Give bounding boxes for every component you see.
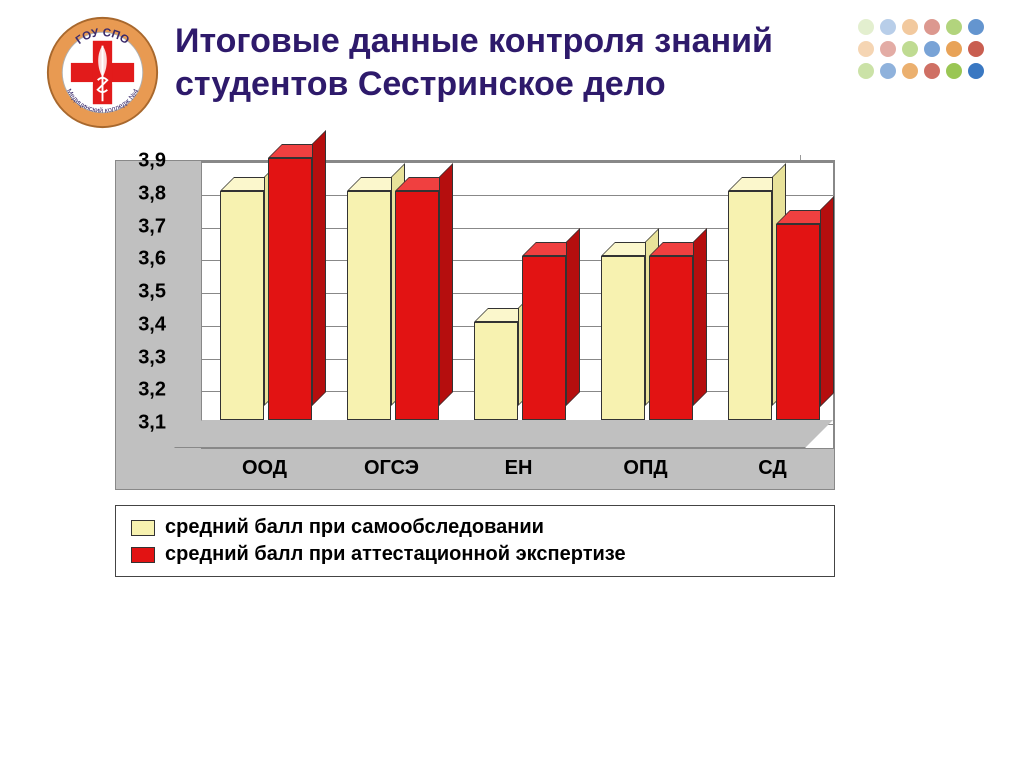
bar bbox=[268, 158, 312, 420]
x-tick-label: ООД bbox=[242, 457, 287, 480]
bar bbox=[220, 191, 264, 420]
y-tick-label: 3,2 bbox=[138, 379, 166, 402]
legend-swatch bbox=[131, 547, 155, 563]
plot-floor bbox=[174, 420, 833, 448]
bar bbox=[395, 191, 439, 420]
corner-dots-decoration bbox=[854, 15, 1014, 105]
legend-label: средний балл при самообследовании bbox=[165, 516, 544, 539]
legend-label: средний балл при аттестационной эксперти… bbox=[165, 543, 626, 566]
plot-area bbox=[201, 161, 834, 449]
bar bbox=[649, 256, 693, 420]
legend-swatch bbox=[131, 520, 155, 536]
y-tick-label: 3,5 bbox=[138, 281, 166, 304]
bars-layer bbox=[202, 162, 833, 420]
college-logo: ГОУ СПО Медицинский колледж №4 bbox=[45, 15, 160, 130]
bar bbox=[474, 322, 518, 420]
y-axis: 3,13,23,33,43,53,63,73,83,9 bbox=[116, 161, 201, 449]
y-tick-label: 3,9 bbox=[138, 150, 166, 173]
bar bbox=[728, 191, 772, 420]
y-tick-label: 3,1 bbox=[138, 412, 166, 435]
legend-item: средний балл при самообследовании bbox=[131, 514, 819, 541]
x-tick-label: ЕН bbox=[505, 457, 533, 480]
y-tick-label: 3,3 bbox=[138, 346, 166, 369]
y-tick-label: 3,6 bbox=[138, 248, 166, 271]
bar bbox=[776, 224, 820, 421]
x-tick-label: ОПД bbox=[623, 457, 667, 480]
y-tick-label: 3,8 bbox=[138, 182, 166, 205]
slide-title: Итоговые данные контроля знаний студенто… bbox=[175, 15, 795, 105]
y-tick-label: 3,7 bbox=[138, 215, 166, 238]
x-tick-label: СД bbox=[758, 457, 786, 480]
x-tick-label: ОГСЭ bbox=[364, 457, 419, 480]
x-axis: ООД ОГСЭ ЕН ОПД СД bbox=[201, 449, 834, 489]
bar bbox=[601, 256, 645, 420]
bar bbox=[522, 256, 566, 420]
grades-bar-chart: 3,13,23,33,43,53,63,73,83,9 ООДОГСЭЕНОПД… bbox=[115, 160, 835, 490]
chart-legend: средний балл при самообследовании средний… bbox=[115, 505, 835, 577]
y-tick-label: 3,4 bbox=[138, 313, 166, 336]
legend-item: средний балл при аттестационной эксперти… bbox=[131, 541, 819, 568]
bar bbox=[347, 191, 391, 420]
